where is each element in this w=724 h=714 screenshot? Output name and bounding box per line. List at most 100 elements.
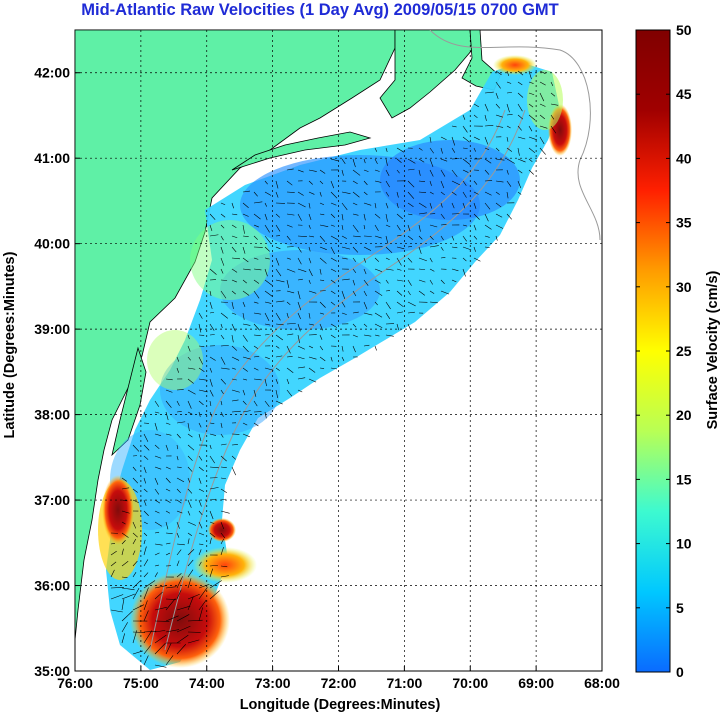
velocity-arrow xyxy=(297,235,307,237)
velocity-arrow xyxy=(143,546,147,556)
velocity-arrow xyxy=(396,268,402,271)
velocity-vectors xyxy=(110,70,559,668)
velocity-arrow xyxy=(198,543,204,545)
velocity-arrow xyxy=(407,235,414,240)
velocity-arrow xyxy=(187,596,194,611)
velocity-arrow xyxy=(473,246,476,252)
velocity-arrow xyxy=(253,213,261,220)
velocity-arrow xyxy=(198,422,202,428)
velocity-arrow xyxy=(253,389,257,397)
velocity-arrow xyxy=(176,421,186,424)
velocity-arrow xyxy=(407,202,414,208)
velocity-arrow xyxy=(539,103,546,107)
velocity-arrow xyxy=(154,521,162,527)
velocity-arrow xyxy=(429,202,433,209)
y-tick-label: 40:00 xyxy=(34,236,70,252)
velocity-arrow xyxy=(297,290,301,300)
velocity-arrow xyxy=(242,290,250,296)
velocity-arrow xyxy=(110,569,115,578)
velocity-arrow xyxy=(517,125,522,131)
velocity-arrow xyxy=(176,477,185,483)
velocity-arrow xyxy=(297,345,305,350)
velocity-arrow xyxy=(253,201,263,204)
velocity-arrow xyxy=(275,312,281,321)
velocity-arrow xyxy=(495,180,504,183)
velocity-arrow xyxy=(198,323,202,333)
colorbar-tick-label: 15 xyxy=(676,471,692,487)
velocity-arrow xyxy=(308,345,314,349)
velocity-arrow xyxy=(517,158,526,163)
land-long-island xyxy=(231,131,372,171)
velocity-arrow xyxy=(187,356,191,361)
velocity-arrow xyxy=(308,224,311,229)
velocity-arrow xyxy=(528,125,533,132)
velocity-arrow xyxy=(308,279,311,284)
colorbar-tick-label: 0 xyxy=(676,664,684,680)
velocity-arrow xyxy=(341,356,345,361)
velocity-arrow xyxy=(187,510,191,516)
velocity-arrow xyxy=(264,312,270,321)
velocity-arrow xyxy=(363,268,367,275)
velocity-arrow xyxy=(308,169,317,172)
velocity-arrow xyxy=(297,356,305,360)
velocity-arrow xyxy=(209,590,220,600)
x-tick-label: 71:00 xyxy=(386,675,422,691)
velocity-arrow xyxy=(176,433,181,439)
velocity-arrow xyxy=(198,433,202,442)
velocity-arrow xyxy=(121,593,135,600)
velocity-arrow xyxy=(297,202,306,208)
velocity-arrow xyxy=(319,180,324,185)
velocity-arrow xyxy=(187,455,193,461)
velocity-arrow xyxy=(121,548,124,556)
velocity-arrow xyxy=(506,213,512,220)
velocity-arrow xyxy=(341,345,344,352)
velocity-arrow xyxy=(275,213,281,218)
velocity-arrow xyxy=(132,521,137,529)
velocity-arrow xyxy=(231,301,234,309)
velocity-arrow xyxy=(506,103,510,113)
velocity-arrow xyxy=(308,356,317,360)
velocity-arrow xyxy=(440,213,445,219)
velocity-arrow xyxy=(187,378,194,384)
velocity-arrow xyxy=(198,499,202,507)
velocity-arrow xyxy=(341,224,344,230)
velocity-arrow xyxy=(220,443,227,446)
velocity-arrow xyxy=(220,290,227,299)
velocity-arrow xyxy=(495,202,502,208)
velocity-arrow xyxy=(165,629,180,633)
velocity-arrow xyxy=(374,147,378,152)
velocity-arrow xyxy=(385,158,388,166)
velocity-arrow xyxy=(374,180,382,183)
velocity-arrow xyxy=(231,410,241,413)
velocity-arrow xyxy=(297,312,301,320)
velocity-arrow xyxy=(330,301,336,306)
velocity-arrow xyxy=(352,235,361,238)
velocity-arrow xyxy=(198,549,202,556)
y-tick-label: 42:00 xyxy=(34,65,70,81)
velocity-arrow xyxy=(121,622,128,633)
velocity-arrow xyxy=(528,81,534,84)
velocity-arrow xyxy=(462,246,472,251)
velocity-arrow xyxy=(275,378,279,384)
velocity-arrow xyxy=(374,158,378,165)
velocity-arrow xyxy=(242,410,251,413)
velocity-arrow xyxy=(385,235,389,244)
velocity-arrow xyxy=(165,422,171,425)
velocity-arrow xyxy=(154,664,167,668)
velocity-arrow xyxy=(297,334,300,344)
velocity-arrow xyxy=(451,279,457,283)
velocity-arrow xyxy=(539,136,545,145)
velocity-arrow xyxy=(374,279,381,284)
velocity-arrow xyxy=(451,246,458,249)
velocity-arrow xyxy=(319,301,326,308)
velocity-arrow xyxy=(319,235,326,242)
velocity-arrow xyxy=(154,411,160,414)
velocity-arrow xyxy=(231,389,240,393)
velocity-arrow xyxy=(495,191,500,195)
velocity-arrow xyxy=(517,81,523,86)
velocity-arrow xyxy=(264,301,272,304)
velocity-arrow xyxy=(231,367,236,370)
velocity-arrow xyxy=(440,191,445,196)
velocity-arrow xyxy=(209,367,213,373)
velocity-arrow xyxy=(275,257,280,266)
